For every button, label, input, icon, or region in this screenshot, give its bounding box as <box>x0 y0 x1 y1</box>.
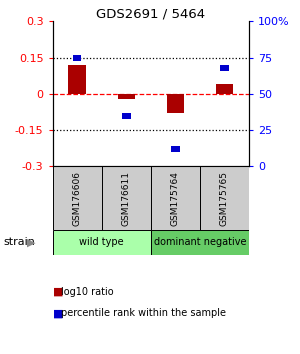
Bar <box>216 84 233 94</box>
Bar <box>171 146 180 152</box>
Text: percentile rank within the sample: percentile rank within the sample <box>61 308 226 318</box>
Title: GDS2691 / 5464: GDS2691 / 5464 <box>96 7 205 20</box>
Bar <box>151 166 200 230</box>
Text: GSM176606: GSM176606 <box>73 171 82 227</box>
Text: GSM175765: GSM175765 <box>220 171 229 227</box>
Bar <box>220 65 229 71</box>
Bar <box>68 65 86 94</box>
Bar <box>73 55 82 61</box>
Bar <box>122 113 130 119</box>
Bar <box>118 94 135 99</box>
Text: wild type: wild type <box>79 238 124 247</box>
Text: ■: ■ <box>52 287 63 297</box>
Text: ■: ■ <box>52 308 63 318</box>
Bar <box>102 166 151 230</box>
Bar <box>151 230 249 255</box>
Text: log10 ratio: log10 ratio <box>61 287 114 297</box>
Bar <box>52 166 102 230</box>
Bar <box>200 166 249 230</box>
Text: GSM176611: GSM176611 <box>122 171 131 227</box>
Text: GSM175764: GSM175764 <box>171 171 180 226</box>
Text: strain: strain <box>3 238 35 247</box>
Text: dominant negative: dominant negative <box>154 238 246 247</box>
Bar <box>167 94 184 113</box>
Text: ▶: ▶ <box>27 238 36 247</box>
Bar <box>52 230 151 255</box>
